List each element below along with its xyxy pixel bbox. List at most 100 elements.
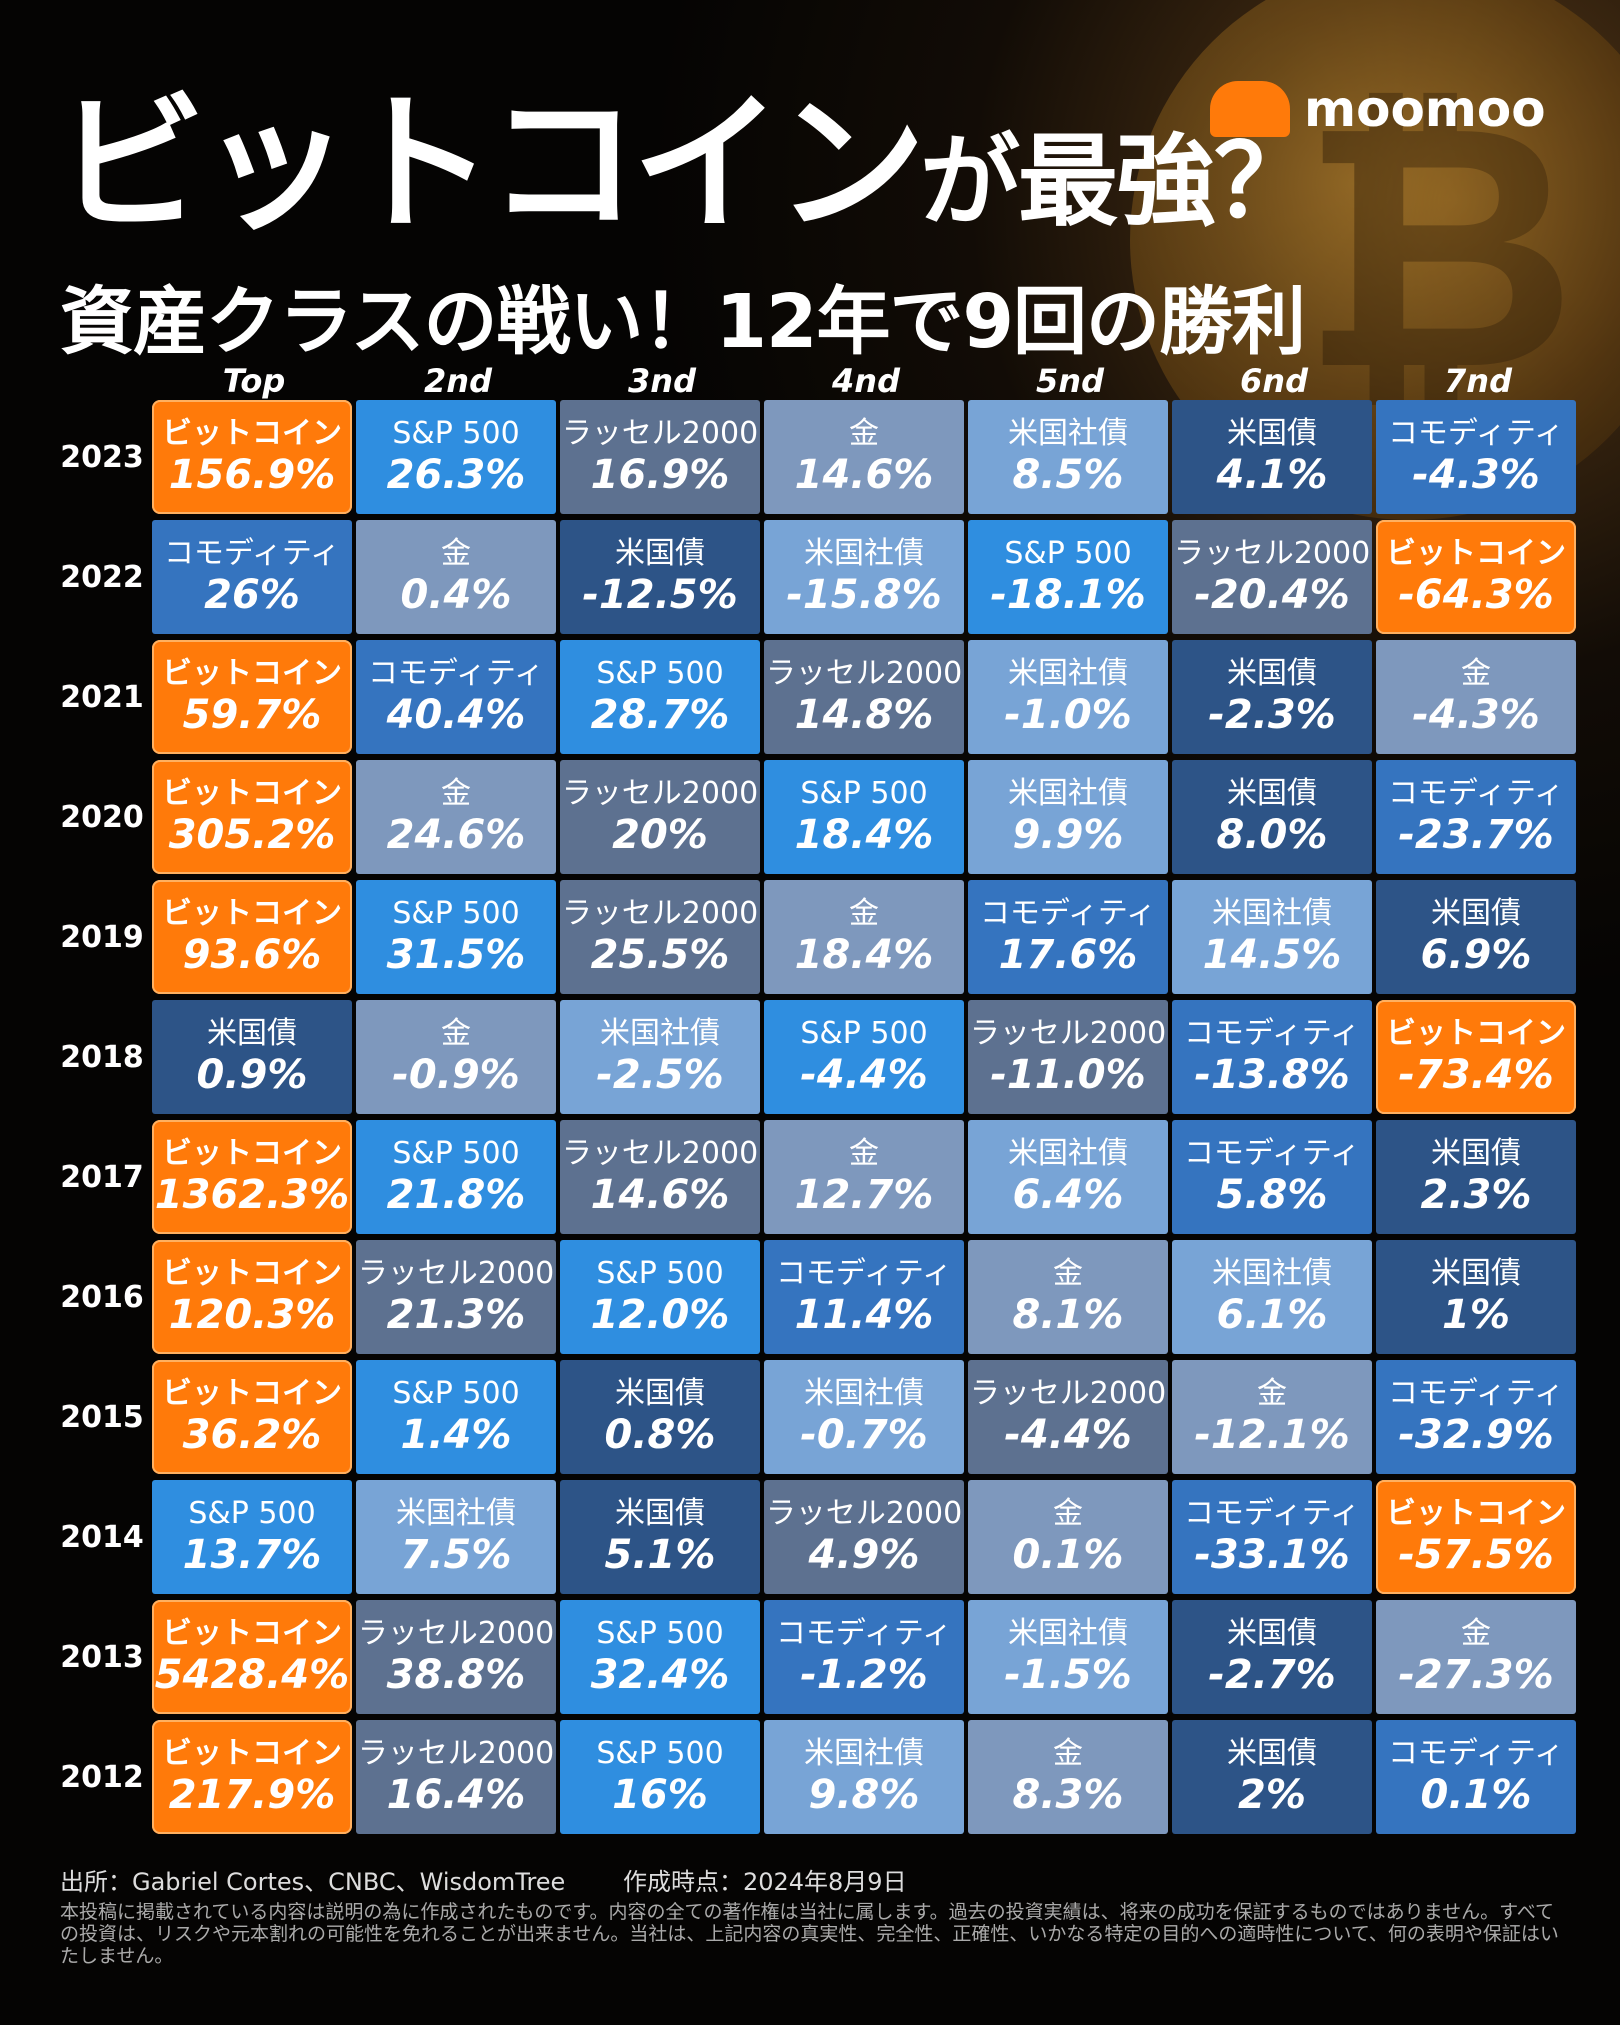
- rank-header: 7nd: [1444, 362, 1512, 400]
- asset-return: -64.3%: [1398, 572, 1554, 618]
- asset-name: 米国債: [1227, 416, 1317, 451]
- asset-name: S&P 500: [392, 896, 520, 931]
- asset-return: 7.5%: [400, 1532, 512, 1578]
- asset-return: 28.7%: [590, 692, 730, 738]
- asset-return: 2.3%: [1420, 1172, 1532, 1218]
- year-label: 2019: [60, 919, 144, 955]
- asset-name: 米国債: [1227, 1616, 1317, 1651]
- asset-cell: 米国社債 -2.5%: [560, 1000, 760, 1114]
- asset-cell: 米国債 1%: [1376, 1240, 1576, 1354]
- asset-name: S&P 500: [596, 1616, 724, 1651]
- brand-name: moomoo: [1304, 80, 1546, 138]
- asset-return: -33.1%: [1194, 1532, 1350, 1578]
- asset-name: 金: [1053, 1736, 1083, 1771]
- rank-header: 2nd: [424, 362, 492, 400]
- asset-cell: 金 12.7%: [764, 1120, 964, 1234]
- asset-return: 26.3%: [386, 452, 526, 498]
- asset-cell: 金 0.4%: [356, 520, 556, 634]
- asset-return: 14.6%: [794, 452, 934, 498]
- asset-name: 米国債: [1431, 896, 1521, 931]
- asset-name: 米国債: [1227, 656, 1317, 691]
- asset-cell: S&P 500 12.0%: [560, 1240, 760, 1354]
- asset-return: 8.1%: [1012, 1292, 1124, 1338]
- asset-name: コモディティ: [367, 656, 545, 691]
- asset-cell: ビットコイン -57.5%: [1376, 1480, 1576, 1594]
- asset-name: ビットコイン: [162, 416, 342, 451]
- asset-cell: 米国債 0.9%: [152, 1000, 352, 1114]
- asset-cell: 金 8.1%: [968, 1240, 1168, 1354]
- asset-name: ビットコイン: [162, 1736, 342, 1771]
- asset-cell: ラッセル2000 16.9%: [560, 400, 760, 514]
- asset-name: ラッセル2000: [357, 1616, 555, 1651]
- asset-return: 38.8%: [386, 1652, 526, 1698]
- asset-cell: コモディティ 40.4%: [356, 640, 556, 754]
- asset-return: 0.1%: [1012, 1532, 1124, 1578]
- year-label: 2021: [60, 679, 144, 715]
- asset-return: 4.1%: [1216, 452, 1328, 498]
- asset-return: 40.4%: [386, 692, 526, 738]
- asset-cell: 米国社債 -1.5%: [968, 1600, 1168, 1714]
- asset-return: -15.8%: [786, 572, 942, 618]
- asset-return: 5.1%: [604, 1532, 716, 1578]
- asset-cell: ラッセル2000 21.3%: [356, 1240, 556, 1354]
- asset-return: -4.3%: [1412, 452, 1540, 498]
- asset-name: 金: [849, 1136, 879, 1171]
- asset-name: ラッセル2000: [969, 1016, 1167, 1051]
- asset-cell: S&P 500 -18.1%: [968, 520, 1168, 634]
- asset-cell: ラッセル2000 38.8%: [356, 1600, 556, 1714]
- disclaimer: 本投稿に掲載されている内容は説明の為に作成されたものです。内容の全ての著作権は当…: [60, 1901, 1559, 1967]
- moomoo-logo-icon: [1210, 81, 1290, 137]
- asset-cell: ビットコイン 305.2%: [152, 760, 352, 874]
- asset-return: -11.0%: [990, 1052, 1146, 1098]
- asset-return: 5.8%: [1216, 1172, 1328, 1218]
- asset-cell: コモディティ -13.8%: [1172, 1000, 1372, 1114]
- asset-return: 21.3%: [386, 1292, 526, 1338]
- asset-return: 16.9%: [590, 452, 730, 498]
- rank-headers: Top 2nd 3nd 4nd 5nd 6nd 7nd: [152, 362, 1580, 400]
- asset-return: 12.7%: [794, 1172, 934, 1218]
- asset-name: S&P 500: [800, 776, 928, 811]
- asset-name: S&P 500: [1004, 536, 1132, 571]
- date-text: 作成時点：2024年8月9日: [622, 1868, 907, 1896]
- asset-cell: 米国社債 -1.0%: [968, 640, 1168, 754]
- asset-return: 14.8%: [794, 692, 934, 738]
- asset-return: 8.3%: [1012, 1772, 1124, 1818]
- table-row: 2023 ビットコイン 156.9% S&P 500 26.3% ラッセル2000 16.9…: [60, 400, 1580, 520]
- asset-name: ラッセル2000: [561, 776, 759, 811]
- table-row: 2017 ビットコイン 1362.3% S&P 500 21.8% ラッセル2000 14.…: [60, 1120, 1580, 1240]
- asset-name: 米国社債: [804, 1376, 924, 1411]
- asset-return: 25.5%: [590, 932, 730, 978]
- title-main: ビットコイン: [56, 78, 926, 252]
- asset-return: 18.4%: [794, 812, 934, 858]
- year-label: 2015: [60, 1399, 144, 1435]
- asset-cell: S&P 500 21.8%: [356, 1120, 556, 1234]
- asset-name: コモディティ: [1183, 1016, 1361, 1051]
- asset-cell: S&P 500 1.4%: [356, 1360, 556, 1474]
- asset-name: 米国社債: [1008, 1616, 1128, 1651]
- asset-cell: ラッセル2000 20%: [560, 760, 760, 874]
- asset-return: 12.0%: [590, 1292, 730, 1338]
- asset-name: 米国社債: [396, 1496, 516, 1531]
- asset-name: 米国社債: [1212, 896, 1332, 931]
- asset-return: -4.4%: [1004, 1412, 1132, 1458]
- asset-return: -18.1%: [990, 572, 1146, 618]
- asset-cell: 金 -12.1%: [1172, 1360, 1372, 1474]
- year-label: 2020: [60, 799, 144, 835]
- asset-name: 金: [849, 896, 879, 931]
- asset-return: -2.3%: [1208, 692, 1336, 738]
- asset-name: 米国社債: [600, 1016, 720, 1051]
- asset-name: ビットコイン: [1386, 1496, 1566, 1531]
- asset-return: 21.8%: [386, 1172, 526, 1218]
- asset-name: ビットコイン: [162, 776, 342, 811]
- asset-return: 13.7%: [182, 1532, 322, 1578]
- asset-return: 8.0%: [1216, 812, 1328, 858]
- asset-name: ラッセル2000: [561, 416, 759, 451]
- table-row: 2015 ビットコイン 36.2% S&P 500 1.4% 米国債 0.8% 米国社債 -0.…: [60, 1360, 1580, 1480]
- asset-return: -1.2%: [800, 1652, 928, 1698]
- asset-return: -23.7%: [1398, 812, 1554, 858]
- asset-cell: 金 24.6%: [356, 760, 556, 874]
- asset-return: -0.9%: [392, 1052, 520, 1098]
- asset-cell: 金 0.1%: [968, 1480, 1168, 1594]
- asset-cell: 米国債 4.1%: [1172, 400, 1372, 514]
- asset-return: 0.9%: [196, 1052, 308, 1098]
